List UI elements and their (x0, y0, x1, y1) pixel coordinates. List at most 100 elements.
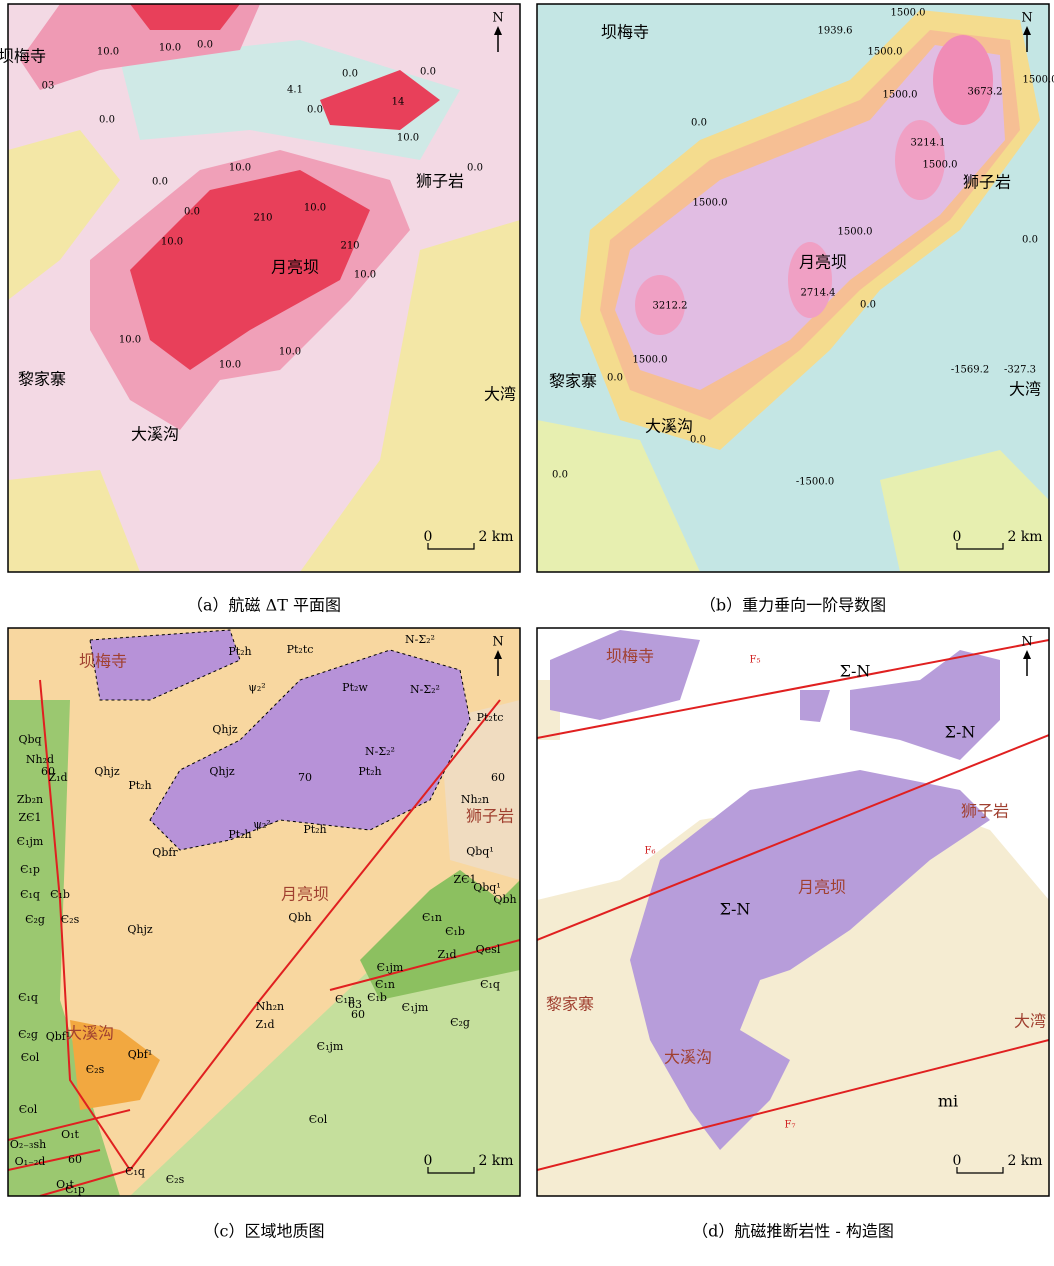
place-label: mi (938, 1092, 958, 1111)
map-label: Є₁p (65, 1183, 85, 1196)
map-label: 10.0 (354, 270, 376, 281)
map-label: 0.0 (1022, 235, 1038, 246)
map-label: Nh₂n (256, 1000, 284, 1013)
caption: （b）重力垂向一阶导数图 (700, 596, 886, 615)
north-label: N (492, 635, 503, 650)
map-label: Є₁q (125, 1165, 145, 1178)
map-label: Є₂g (25, 913, 45, 926)
map-label: Є₂s (61, 913, 80, 926)
map-label: ψ₂² (248, 681, 265, 694)
map-label: Qhjz (212, 723, 238, 736)
map-label: Qhjz (127, 923, 153, 936)
map-label: F₅ (750, 655, 761, 666)
scale-length: 2 km (1007, 529, 1042, 545)
map-label: Qbq (18, 733, 41, 746)
map-label: Pt₂h (228, 645, 251, 658)
map-label: 0.0 (197, 40, 213, 51)
scale-zero: 0 (953, 1153, 962, 1169)
map-label: Qhjz (209, 765, 235, 778)
map-label: 3673.2 (968, 87, 1003, 98)
caption: （a）航磁 ΔT 平面图 (187, 596, 341, 615)
map-label: 0.0 (307, 105, 323, 116)
place-label: 月亮坝 (281, 885, 329, 904)
caption: （d）航磁推断岩性 - 构造图 (692, 1222, 894, 1241)
map-label: Є₁jm (377, 961, 404, 974)
map-label: 10.0 (397, 133, 419, 144)
map-label: 60 (68, 1153, 82, 1166)
map-label: N-Σ₂² (365, 745, 395, 758)
map-label: Z₁d (437, 948, 456, 961)
map-label: O₁₋₂d (15, 1155, 46, 1168)
map-label: 0.0 (342, 69, 358, 80)
map-d (537, 628, 1049, 1196)
map-label: F₇ (785, 1120, 796, 1131)
map-label: 60 (351, 1008, 365, 1021)
map-label: N-Σ₂² (410, 683, 440, 696)
map-label: 1500.0 (891, 8, 926, 19)
place-label: Σ-N (840, 662, 871, 681)
map-label: Pt₂h (128, 779, 151, 792)
map-label: Pt₂h (228, 828, 251, 841)
map-label: 10.0 (119, 335, 141, 346)
map-label: 10.0 (304, 203, 326, 214)
map-label: 0.0 (99, 115, 115, 126)
map-label: F₆ (645, 846, 656, 857)
map-label: Є₁q (480, 978, 500, 991)
map-label: Pt₂tc (477, 711, 504, 724)
map-label: Pt₂tc (287, 643, 314, 656)
place-label: 狮子岩 (961, 802, 1009, 821)
place-label: 黎家寨 (549, 372, 597, 391)
map-label: Єol (19, 1103, 38, 1116)
place-label: 黎家寨 (18, 370, 66, 389)
place-label: 坝梅寺 (79, 652, 127, 671)
map-label: Qbq¹ (466, 845, 494, 858)
place-label: 狮子岩 (416, 172, 464, 191)
map-label: 0.0 (467, 163, 483, 174)
map-label: 1500.0 (633, 355, 668, 366)
place-label: 狮子岩 (963, 173, 1011, 192)
map-label: -1500.0 (796, 477, 834, 488)
map-label: ZЄ1 (18, 811, 41, 824)
map-label: Qhjz (94, 765, 120, 778)
map-label: 3214.1 (911, 138, 946, 149)
map-label: Є₁b (50, 888, 70, 901)
map-label: 14 (392, 97, 405, 108)
map-label: 2714.4 (801, 288, 836, 299)
map-label: 1939.6 (818, 26, 853, 37)
map-label: 1500.0 (1023, 75, 1054, 86)
map-label: Zb₂n (17, 793, 43, 806)
map-label: 0.0 (184, 207, 200, 218)
map-c (8, 628, 520, 1196)
map-label: Є₁n (422, 911, 442, 924)
scale-zero: 0 (424, 1153, 433, 1169)
map-label: 1500.0 (883, 90, 918, 101)
map-label: O₁t (61, 1128, 79, 1141)
map-label: 0.0 (860, 300, 876, 311)
map-label: 1500.0 (923, 160, 958, 171)
map-label: 0.0 (552, 470, 568, 481)
map-label: 03 (42, 81, 55, 92)
map-label: -1569.2 (951, 365, 989, 376)
map-label: Є₁jm (17, 835, 44, 848)
map-label: 1500.0 (868, 47, 903, 58)
map-label: O₂₋₃sh (10, 1138, 46, 1151)
place-label: 坝梅寺 (601, 23, 649, 42)
place-label: Σ-N (720, 900, 751, 919)
scale-length: 2 km (478, 1153, 513, 1169)
map-a (8, 4, 520, 572)
place-label: 大溪沟 (66, 1024, 114, 1043)
scale-zero: 0 (953, 529, 962, 545)
map-label: Є₁jm (317, 1040, 344, 1053)
map-label: Єol (21, 1051, 40, 1064)
map-label: Є₂s (86, 1063, 105, 1076)
place-label: 坝梅寺 (0, 47, 46, 66)
map-label: 0.0 (691, 118, 707, 129)
north-label: N (492, 11, 503, 26)
place-label: 大湾 (1009, 380, 1041, 399)
map-label: ψ₂² (253, 818, 270, 831)
map-label: 3212.2 (653, 301, 688, 312)
map-label: 4.1 (287, 85, 303, 96)
map-label: 0.0 (690, 435, 706, 446)
